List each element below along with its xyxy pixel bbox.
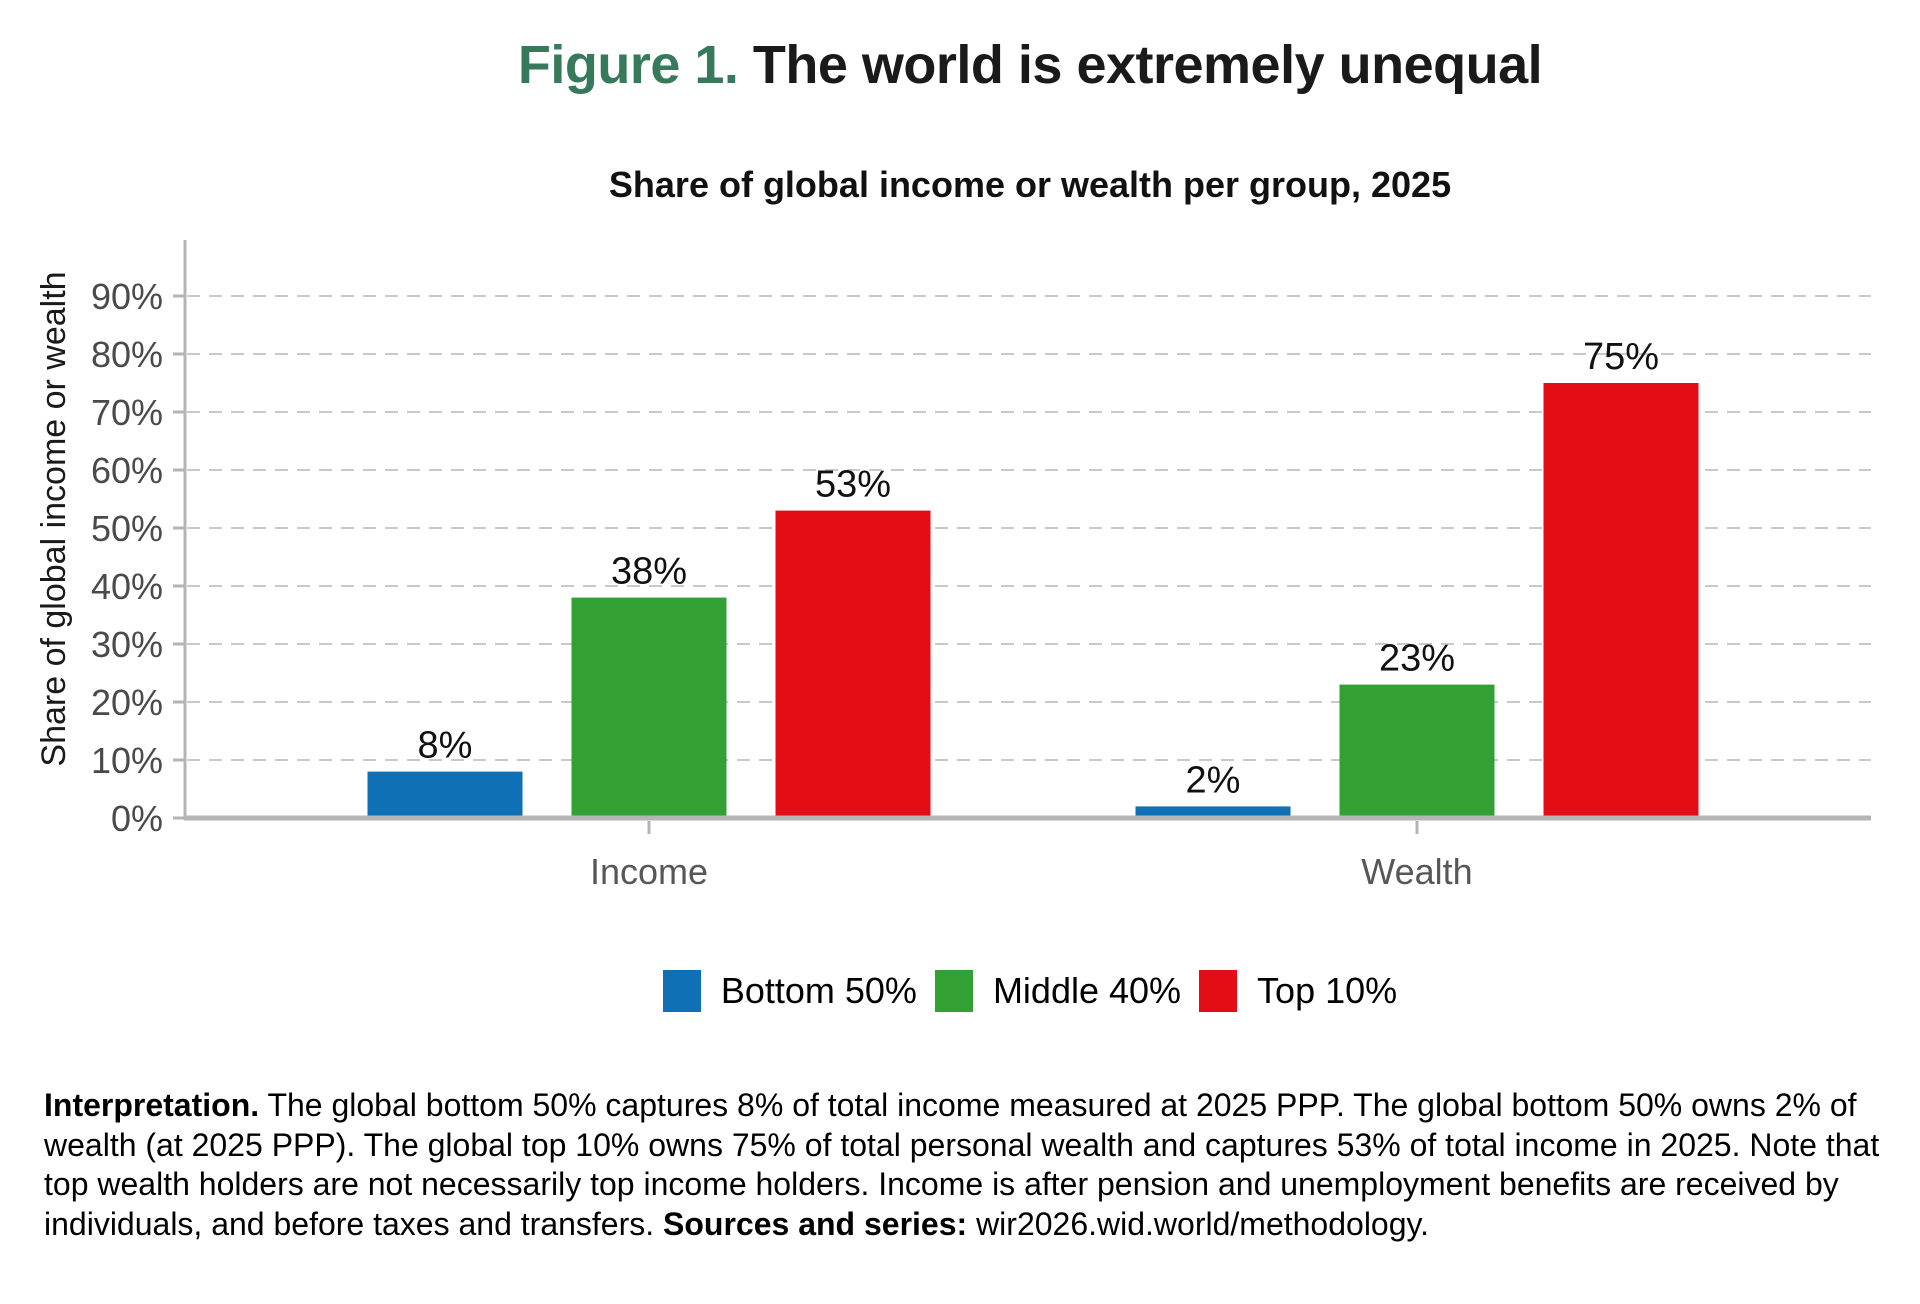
chart-legend: Bottom 50% Middle 40% Top 10% [140,970,1920,1012]
bar-value-label-wealth-bottom-50: 2% [1186,759,1241,801]
figure-number: Figure 1. [517,35,739,95]
y-tick-label-30: 30% [91,624,163,665]
legend-label-top-10: Top 10% [1257,970,1398,1011]
y-tick-label-20: 20% [91,682,163,723]
bar-income-middle-40 [571,597,727,818]
legend-item-middle-40: Middle 40% [934,970,1182,1012]
y-tick-label-40: 40% [91,566,163,607]
bar-value-label-income-top-10: 53% [815,464,891,506]
legend-swatch-middle-40 [934,970,973,1012]
bar-value-label-income-middle-40: 38% [611,551,687,593]
bar-value-label-wealth-top-10: 75% [1583,336,1659,378]
x-tick-label-income: Income [590,851,708,892]
bar-wealth-bottom-50 [1135,806,1291,818]
y-tick-label-50: 50% [91,508,163,549]
bar-wealth-middle-40 [1339,684,1495,818]
y-tick-label-10: 10% [91,740,163,781]
legend-item-top-10: Top 10% [1199,970,1397,1012]
y-tick-label-90: 90% [91,276,163,317]
legend-item-bottom-50: Bottom 50% [662,970,917,1012]
legend-label-middle-40: Middle 40% [992,970,1182,1011]
legend-label-bottom-50: Bottom 50% [720,970,917,1011]
y-tick-label-0: 0% [111,798,163,839]
bar-value-label-income-bottom-50: 8% [418,725,473,767]
interpretation-text: The global bottom 50% captures 8% of tot… [44,1087,1880,1242]
legend-swatch-top-10 [1199,970,1238,1012]
legend-swatch-bottom-50 [662,970,701,1012]
figure-title: Figure 1. The world is extremely unequal [140,34,1920,96]
bar-wealth-top-10 [1543,383,1699,818]
interpretation-note: Interpretation. The global bottom 50% ca… [44,1086,1880,1244]
chart-title: Share of global income or wealth per gro… [608,164,1452,205]
figure-title-text: The world is extremely unequal [738,35,1543,95]
bar-value-label-wealth-middle-40: 23% [1379,638,1455,680]
bar-chart: 8% 2% 38% 23% 53% 75% 0% 10% 20% 30% 40% 50% 60% 70% 8… [91,240,1871,892]
sources-label: Sources and series: [663,1205,968,1242]
sources-text: wir2026.wid.world/methodology. [967,1205,1430,1242]
y-tick-label-80: 80% [91,334,163,375]
y-tick-label-70: 70% [91,392,163,433]
interpretation-label: Interpretation. [44,1087,260,1123]
bar-income-bottom-50 [367,771,523,818]
x-tick-label-wealth: Wealth [1361,851,1472,892]
y-tick-label-60: 60% [91,450,163,491]
bar-income-top-10 [775,510,931,818]
